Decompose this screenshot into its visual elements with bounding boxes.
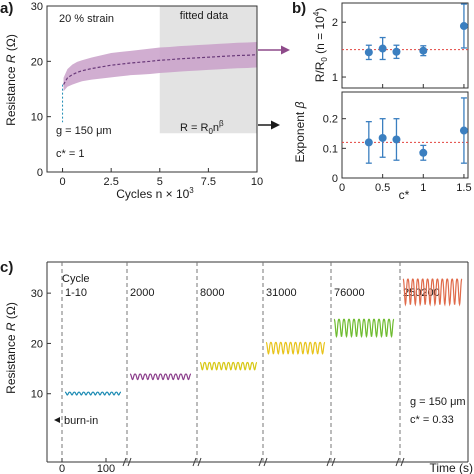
cycle-label: 2000 — [130, 287, 154, 299]
x-tick-label: 1 — [420, 182, 426, 194]
y-tick-label: 0.2 — [323, 114, 338, 126]
cycle-label: 76000 — [334, 287, 365, 299]
x-tick-label: 0.5 — [375, 182, 390, 194]
x-tick-label: 1.5 — [456, 182, 471, 194]
segment-trace — [64, 391, 122, 396]
a-x-tick-label: 0 — [59, 176, 65, 188]
subplot-frame — [341, 91, 469, 179]
c-y-tick-label: 30 — [31, 288, 43, 300]
burn-in-label: burn-in — [64, 415, 98, 427]
panel-c-y-label: Resistance R (Ω) — [4, 302, 18, 394]
segment-trace — [199, 361, 258, 371]
a-x-tick-label: 10 — [251, 176, 263, 188]
segment-trace — [402, 278, 463, 307]
a-y-tick-label: 30 — [31, 1, 43, 13]
panel-b: 12 00.10.20 0.5 1 1.5 R/R0 (n = 104) Expone… — [293, 2, 472, 202]
c-y-tick-label: 20 — [31, 338, 43, 350]
exponent-x-label: c* — [399, 188, 410, 202]
data-point — [378, 133, 387, 142]
axis-break — [122, 457, 127, 467]
exponent-y-label: Exponent β — [293, 101, 307, 162]
cstar-label: c* = 1 — [56, 148, 84, 160]
data-point — [364, 48, 373, 57]
data-point — [364, 138, 373, 147]
a-y-tick-label: 20 — [31, 56, 43, 68]
axis-break — [331, 457, 336, 467]
time-axis-label: Time (s) — [429, 461, 473, 474]
axis-break — [263, 457, 268, 467]
panel-c-y-ticks: 10 20 30 — [31, 288, 51, 401]
arrow-to-ratio-head — [281, 45, 290, 55]
panel-c-cstar-label: c* = 0.33 — [410, 414, 454, 426]
exponent-subplot: 0 0.1 0.2 0 0.5 1 1.5 — [323, 91, 472, 194]
segment-trace — [129, 373, 192, 381]
mean-resistance-line — [63, 54, 258, 85]
panel-a-y-ticks: 0 10 20 30 — [31, 1, 51, 179]
panel-a-x-label: Cycles n × 103 — [116, 186, 194, 201]
axis-break — [258, 457, 263, 467]
data-point — [459, 126, 468, 135]
y-tick-label: 1 — [332, 72, 338, 84]
strain-label: 20 % strain — [59, 13, 114, 25]
data-point — [392, 47, 401, 56]
segment-trace — [265, 341, 326, 355]
ratio-y-label: R/R0 (n = 104) — [312, 8, 329, 83]
fitted-data-label: fitted data — [180, 10, 229, 22]
panel-a-x-ticks: 0 2.5 5 7.5 10 — [59, 168, 263, 188]
a-x-tick-label: 5 — [157, 176, 163, 188]
axis-break — [192, 457, 197, 467]
panel-a-label: a) — [0, 0, 13, 17]
y-tick-label: 0.1 — [323, 143, 338, 155]
arrow-to-exponent-head — [271, 120, 280, 130]
cycle-label: 31000 — [266, 287, 297, 299]
cycle-title: Cycle — [62, 273, 90, 285]
panel-c-label: c) — [0, 259, 13, 276]
axis-break — [326, 457, 331, 467]
y-tick-label: 0 — [332, 173, 338, 185]
std-band — [63, 41, 258, 92]
y-tick-label: 2 — [332, 17, 338, 29]
c-y-tick-label: 10 — [31, 389, 43, 401]
a-x-tick-label: 2.5 — [104, 176, 119, 188]
a-y-tick-label: 10 — [31, 112, 43, 124]
axis-break — [395, 457, 400, 467]
panel-a-y-label: Resistance R (Ω) — [4, 34, 18, 126]
panel-a: fitted data 0 10 20 30 0 2.5 5 7.5 10 20 % stra… — [4, 1, 290, 201]
data-point — [392, 135, 401, 144]
x-tick-label: 0 — [339, 182, 345, 194]
data-point — [378, 44, 387, 53]
c-x-tick-label: 0 — [59, 463, 65, 474]
cycle-segments: 1-10 2000 8000 31000 76000 250200 — [46, 261, 469, 467]
data-point — [419, 148, 428, 157]
cycle-label: 8000 — [200, 287, 224, 299]
panel-b-label: b) — [292, 0, 306, 17]
burn-in-arrow-head — [54, 417, 60, 423]
panel-c-gap-label: g = 150 μm — [410, 396, 466, 408]
c-x-tick-label: 100 — [97, 463, 115, 474]
a-y-tick-label: 0 — [37, 167, 43, 179]
panel-a-frame — [46, 5, 258, 173]
data-point — [459, 22, 468, 31]
subplot-frame — [341, 2, 469, 89]
a-x-tick-label: 7.5 — [201, 176, 216, 188]
panel-c-x-ticks: 0 100 — [59, 458, 115, 474]
fit-equation: R = R0nβ — [180, 119, 224, 136]
ratio-subplot: 12 — [332, 2, 469, 89]
gap-label: g = 150 μm — [56, 125, 112, 137]
cycle-label: 1-10 — [65, 287, 87, 299]
segment-trace — [333, 318, 395, 339]
data-point — [419, 46, 428, 55]
axis-break — [197, 457, 202, 467]
axis-break — [127, 457, 132, 467]
axis-break — [400, 457, 405, 467]
